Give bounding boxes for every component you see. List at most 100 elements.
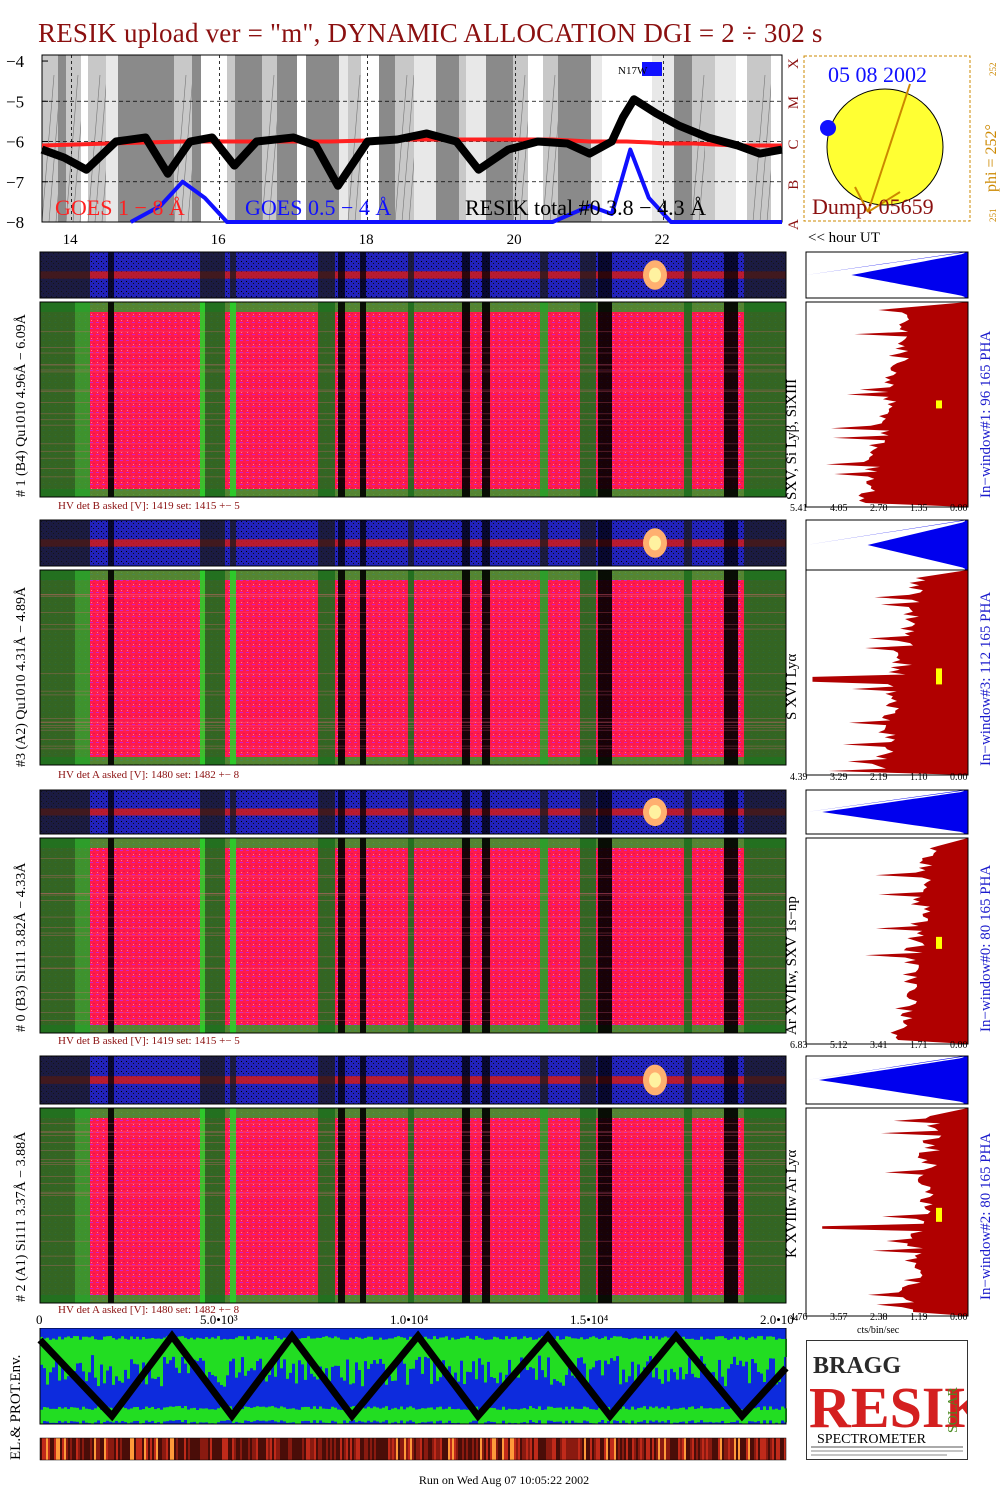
line-label-det1: SXV, Si Lyβ, SiXIII [784,378,800,500]
page-title: RESIK upload ver = "m", DYNAMIC ALLOCATI… [38,18,823,48]
pha-panel-d0 [805,789,969,1045]
hv-line-det2: HV det A asked [V]: 1480 set: 1482 +− 8 [58,1304,240,1316]
env-frame [39,1328,787,1425]
goes-class-label: M [786,96,800,109]
pha-spectra [805,251,969,1317]
window-label-det3: In−window#3: 112 165 PHA [978,591,994,766]
detector-panel-d3 [39,519,787,766]
detector-panel-d1 [39,251,787,498]
detector-1-label: # 1 (B4) Qu1010 4.96Å − 6.09Å [14,314,29,497]
goes-class-labels: X M C B A [786,58,800,230]
marker-swatch [642,62,662,76]
hour-tick-label: 22 [654,232,670,248]
orientation-arrow-2 [854,186,869,213]
position-marker [820,120,836,136]
goes-class-label: X [786,58,800,69]
hour-tick-label: 18 [358,232,374,248]
spectrum-unit: cts/bin/sec [857,1325,900,1336]
pha-tick: 1.35 [910,503,928,514]
hour-ut-label: << hour UT [808,230,880,246]
hv-line-det1: HV det B asked [V]: 1419 set: 1415 +− 5 [58,500,240,512]
goes-class-label: C [786,140,800,150]
series-line-1 [129,147,782,224]
goes-ytick-label: −4 [6,52,25,71]
hour-tick-label: 16 [210,232,226,248]
detector-panel-d2 [39,1055,787,1304]
goes-ytick-label: −5 [6,92,24,111]
goes-ytick-label: −7 [6,173,25,192]
obs-date: 05 08 2002 [828,62,927,87]
logo-solar: SOLAR [946,1386,961,1433]
hour-tick-label: 20 [506,232,522,248]
goes-class-label: A [786,219,800,230]
phi-top: 252 [988,63,998,77]
pha-tick: 5.41 [790,503,808,514]
legend-resik: RESIK total #0 3.8 − 4.3 Å [465,195,706,220]
pha-panel-d3 [805,519,969,776]
active-region-marker: N17W [618,65,648,77]
pha-tick: 1.71 [910,1040,928,1051]
series-line-2 [40,95,783,190]
pha-tick: 3.57 [830,1312,848,1323]
hv-line-det0: HV det B asked [V]: 1419 set: 1415 +− 5 [58,1035,240,1047]
pha-tick: 2.38 [870,1312,888,1323]
detector-0-label: # 0 (B3) Si111 3.82Å − 4.33Å [14,862,29,1032]
pha-tick: 4.39 [790,772,808,783]
goes-series [40,95,783,224]
goes-ytick-label: −6 [6,133,24,152]
window-label-det0: In−window#0: 80 165 PHA [978,864,994,1032]
window-label-det2: In−window#2: 80 165 PHA [978,1132,994,1300]
pha-tick: 4.05 [830,503,848,514]
goes-panel: −4 −5 −6 −7 −8 X M C B A N17W GOES 1 − 8 Å GOES … [6,52,800,232]
goes-y-ticks: −4 −5 −6 −7 −8 [6,52,48,232]
pha-tick: 3.29 [830,772,848,783]
detector-panel-d0 [39,789,787,1034]
phi-angle: phi = 252° [983,124,1000,192]
pha-panel-d2 [805,1055,969,1317]
pha-tick: 4.76 [790,1312,808,1323]
logo-graphic: BRAGG RESIK SOLAR SPECTROMETER [809,1353,967,1456]
env-tick-label: 2.0•10⁴ [760,1312,799,1327]
detector-3-label: #3 (A2) Qu1010 4.31Å − 4.89Å [14,586,29,767]
goes-ytick-label: −8 [6,213,24,232]
pha-tick: 6.83 [790,1040,808,1051]
pha-tick: 3.41 [870,1040,888,1051]
logo-resik: RESIK [809,1375,967,1440]
pha-panel-d1 [805,251,969,508]
environment-panel [37,1328,789,1461]
hour-axis: 14 16 18 20 22 [0,232,800,252]
env-tick-label: 5.0•10³ [200,1312,238,1327]
hv-line-det3: HV det A asked [V]: 1480 set: 1482 +− 8 [58,769,240,781]
pha-tick: 0.00 [950,1040,968,1051]
line-label-det2: K XVIIIw Ar Lyα [784,1149,800,1258]
detector-spectrograms [39,251,787,1304]
hour-tick-label: 14 [62,232,78,248]
window-label-det1: In−window#1: 96 165 PHA [978,330,994,498]
proton-strip [39,1437,787,1461]
line-label-det3: S XVI Lyα [784,653,800,720]
orientation-line [867,83,911,213]
pha-tick: 0.00 [950,772,968,783]
pha-tick: 1.10 [910,772,928,783]
logo-spectrometer: SPECTROMETER [817,1432,927,1447]
detector-2-label: # 2 (A1) Si111 3.37Å − 3.88Å [14,1131,29,1302]
env-x-axis: 0 5.0•10³ 1.0•10⁴ 1.5•10⁴ 2.0•10⁴ [0,1312,800,1330]
pha-tick: 2.70 [870,503,888,514]
solar-disk [826,88,944,206]
resik-logo: BRAGG RESIK SOLAR SPECTROMETER [806,1340,968,1460]
dump-number: Dump: 05659 [812,194,934,219]
logo-bragg: BRAGG [813,1353,901,1379]
legend-goes-long: GOES 1 − 8 Å [55,195,185,220]
goes-class-label: B [786,180,800,190]
orbit-latitude-trace [37,1330,789,1422]
pha-tick: 0.00 [950,1312,968,1323]
orientation-arrow [867,191,901,213]
line-label-det0: Ar XVIIw, SXV 1s−np [784,896,800,1035]
env-label: EL.& PROT.Env. [8,1354,24,1460]
sun-panel: 05 08 2002 Dump: 05659 phi = 252° 252 25… [803,55,1000,222]
run-timestamp: Run on Wed Aug 07 10:05:22 2002 [418,1473,590,1487]
pha-tick: 5.12 [830,1040,848,1051]
observation-bands [41,55,782,223]
pha-tick: 2.19 [870,772,888,783]
